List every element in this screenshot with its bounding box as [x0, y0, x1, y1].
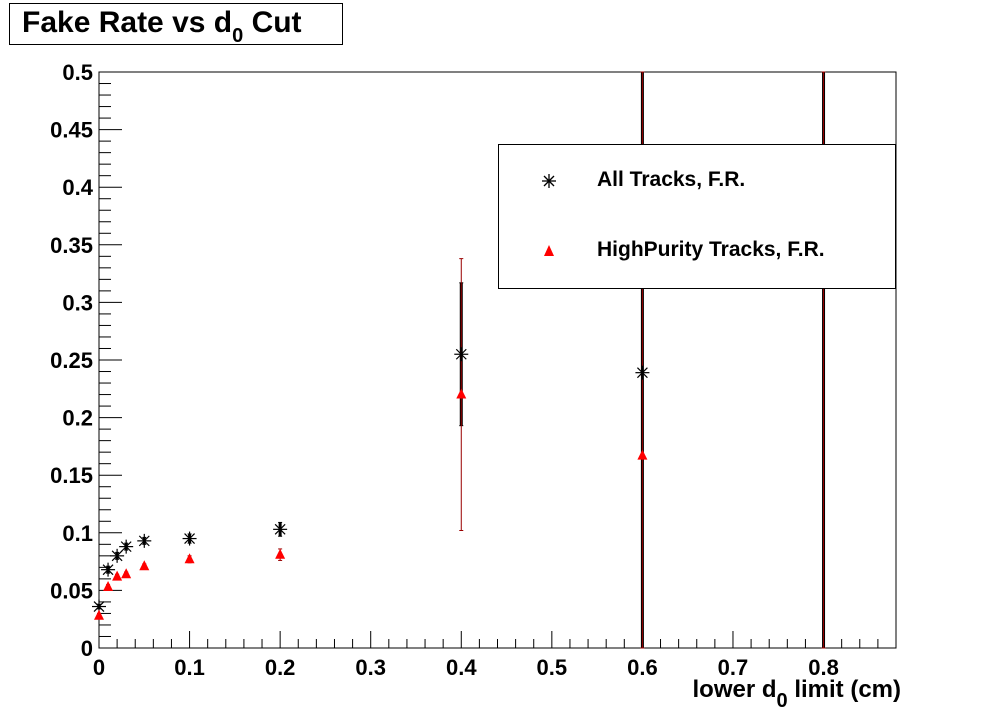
all-tracks-point — [635, 365, 650, 380]
legend-label-high-purity: HighPurity Tracks, F.R. — [597, 238, 825, 261]
asterisk-stroke — [138, 535, 150, 547]
x-tick-label: 0.2 — [265, 655, 296, 680]
y-tick-label: 0.35 — [50, 233, 93, 258]
high-purity-point — [637, 449, 648, 460]
x-tick-label: 0.5 — [537, 655, 568, 680]
asterisk-stroke — [120, 541, 132, 553]
y-tick-label: 0 — [81, 636, 93, 661]
triangle-marker-icon — [544, 245, 554, 256]
x-tick-label: 0.1 — [174, 655, 205, 680]
title-suffix: Cut — [243, 6, 302, 39]
high-purity-point — [456, 388, 467, 399]
y-tick-label: 0.3 — [62, 290, 93, 315]
x-label-main: lower d — [692, 676, 777, 703]
y-tick-label: 0.05 — [50, 578, 93, 603]
asterisk-stroke — [636, 367, 648, 379]
chart-title-box: Fake Rate vs d0 Cut — [9, 3, 343, 47]
asterisk-stroke — [184, 533, 195, 544]
high-purity-point — [184, 553, 195, 564]
y-tick-label: 0.45 — [50, 118, 93, 143]
legend-entry-high-purity: HighPurity Tracks, F.R. — [499, 236, 895, 266]
asterisk-stroke — [93, 601, 105, 612]
legend-entry-all-tracks: All Tracks, F.R. — [499, 166, 895, 196]
title-subscript: 0 — [232, 25, 244, 47]
x-tick-label: 0 — [93, 655, 105, 680]
all-tracks-point — [182, 531, 197, 546]
chart-title: Fake Rate vs d0 Cut — [22, 6, 302, 47]
asterisk-marker-icon — [542, 174, 556, 188]
asterisk-stroke — [111, 550, 123, 562]
asterisk-stroke — [274, 523, 286, 535]
y-tick-label: 0.2 — [62, 406, 93, 431]
axis-ticks — [98, 71, 897, 649]
all-tracks-point — [273, 522, 288, 537]
all-tracks-point — [110, 548, 125, 563]
high-purity-point — [112, 570, 123, 581]
high-purity-point — [103, 580, 114, 591]
all-tracks-point — [137, 533, 152, 548]
x-label-subscript: 0 — [776, 690, 788, 712]
y-tick-label: 0.15 — [50, 463, 93, 488]
y-tick-label: 0.5 — [62, 60, 93, 85]
x-tick-label: 0.7 — [718, 655, 749, 680]
y-tick-label: 0.25 — [50, 348, 93, 373]
all-tracks-point — [101, 562, 116, 577]
x-tick-label: 0.6 — [627, 655, 658, 680]
asterisk-stroke — [455, 348, 467, 360]
x-axis-label: lower d0 limit (cm) — [692, 676, 901, 712]
asterisk-stroke — [102, 564, 114, 576]
x-tick-label: 0.4 — [446, 655, 477, 680]
y-tick-label: 0.4 — [62, 175, 93, 200]
high-purity-point — [94, 609, 104, 620]
high-purity-point — [139, 560, 150, 571]
legend-label-all-tracks: All Tracks, F.R. — [597, 168, 746, 191]
high-purity-point — [275, 548, 286, 559]
all-tracks-point — [119, 539, 134, 554]
y-tick-label: 0.1 — [62, 521, 93, 546]
x-label-suffix: limit (cm) — [787, 676, 901, 703]
legend: All Tracks, F.R. HighPurity Tracks, F.R. — [498, 144, 896, 289]
x-tick-label: 0.3 — [355, 655, 386, 680]
all-tracks-point — [454, 347, 469, 362]
axis-tick-labels: 0 0.1 0.2 0.3 0.4 0.5 0.6 0.7 0.8 0 0.05 0.1 0.15 0.2… — [50, 60, 839, 680]
x-tick-label: 0.8 — [808, 655, 839, 680]
high-purity-point — [121, 568, 132, 579]
title-main: Fake Rate vs d — [22, 6, 233, 39]
